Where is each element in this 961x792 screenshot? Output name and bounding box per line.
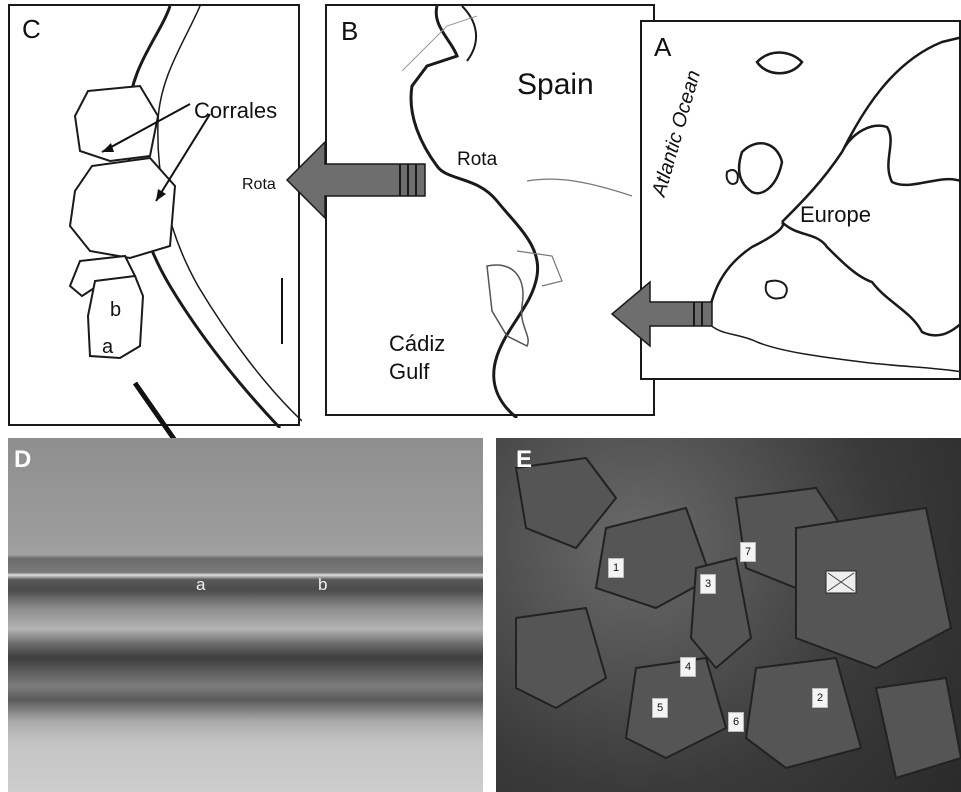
panel-e-photo: E 1 7 3 4 5 6 2 <box>496 438 961 792</box>
photo-d-mark-b: b <box>318 575 328 594</box>
corral-a-label: a <box>102 336 114 358</box>
rock-texture <box>514 456 961 780</box>
cadiz-label: Cádiz <box>389 331 446 356</box>
photo-d-mark-a: a <box>196 575 206 594</box>
specimen-tag-5: 5 <box>652 698 668 718</box>
specimen-tag-3: 3 <box>700 574 716 594</box>
panel-c: C Corrales Rota b a <box>8 4 302 428</box>
specimen-tag-7: 7 <box>740 542 756 562</box>
specimen-tag-4: 4 <box>680 657 696 677</box>
panel-a-label: A <box>654 32 672 62</box>
corrales-label: Corrales <box>194 98 278 123</box>
rota-label-c: Rota <box>242 176 276 193</box>
panel-c-sketch <box>68 6 302 428</box>
specimen-tag-2: 2 <box>812 688 828 708</box>
spain-label: Spain <box>517 68 594 101</box>
panel-e-label: E <box>516 446 533 473</box>
panel-d-photo: D a b <box>8 438 483 792</box>
gulf-label: Gulf <box>389 359 430 384</box>
panel-b-label: B <box>341 16 359 46</box>
corral-b-label: b <box>110 299 122 321</box>
panel-b: B Spain Rota Cádiz Gulf <box>325 4 655 418</box>
panel-d-label: D <box>14 446 32 473</box>
rota-label-b: Rota <box>457 149 498 170</box>
panel-a-map <box>705 36 961 373</box>
panel-a: A Atlantic Ocean Europe <box>640 20 961 380</box>
panel-c-label: C <box>22 14 41 44</box>
europe-label: Europe <box>800 202 871 227</box>
specimen-tag-6: 6 <box>728 712 744 732</box>
specimen-tag-1: 1 <box>608 558 624 578</box>
panel-b-map <box>401 6 633 418</box>
